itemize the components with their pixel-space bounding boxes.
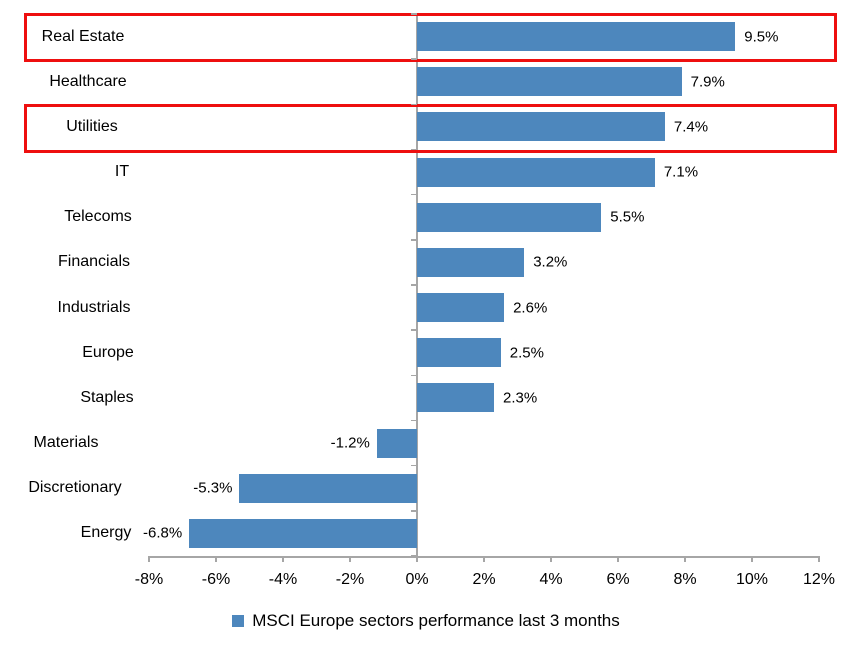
x-axis-tick-label: 6% [606,571,630,588]
bar [189,518,417,548]
legend-marker-icon [232,615,245,627]
value-axis-tick [148,556,150,562]
category-label: Utilities [66,117,118,135]
category-label: Energy [80,524,132,542]
data-label: 3.2% [533,253,568,271]
category-axis-tick [411,419,417,422]
data-label: 7.1% [663,163,699,181]
category-label: Healthcare [49,72,127,90]
value-axis-tick [416,556,418,562]
category-axis-tick [411,510,417,512]
bar [417,112,665,142]
category-axis-tick [411,464,417,467]
bar [417,202,602,232]
category-label: Real Estate [41,27,125,45]
category-label: Industrials [57,298,131,316]
category-label: Europe [82,343,134,361]
x-axis-tick-label: -2% [335,571,365,588]
category-axis-tick [411,555,417,557]
category-axis-tick [411,374,417,377]
category-axis-tick [411,13,417,15]
category-axis-tick [411,329,417,331]
bar [417,383,495,413]
category-axis-tick [411,193,417,196]
value-axis-tick [215,556,217,562]
value-axis-tick [349,556,351,562]
value-axis-tick [751,556,753,562]
x-axis-tick-label: 8% [673,571,697,588]
bar [417,338,501,368]
data-label: -5.3% [193,479,233,497]
category-label: IT [114,163,130,181]
data-label: 2.6% [513,299,548,317]
x-axis-tick-label: 12% [802,571,836,588]
category-label: Telecoms [64,208,132,226]
value-axis-tick [617,556,619,562]
data-label: 7.9% [690,73,725,91]
highlight-box-utilities [24,104,837,153]
bar [417,157,655,187]
bar [417,247,525,277]
data-label: 9.5% [744,28,779,46]
data-label: 5.5% [610,208,645,226]
value-axis-tick [684,556,686,562]
legend-label: MSCI Europe sectors performance last 3 m… [252,611,620,630]
value-axis-tick [818,556,820,562]
x-axis-tick-label: -4% [268,571,298,588]
bar [417,67,682,97]
category-axis-tick [411,239,417,241]
data-label: -1.2% [330,434,370,452]
bar [417,22,736,52]
data-label: 7.4% [673,118,709,136]
category-label: Staples [80,388,134,406]
category-axis-tick [411,103,417,106]
category-label: Materials [33,434,99,452]
x-axis-tick-label: -8% [134,571,164,588]
x-axis-tick-label: 4% [539,571,563,588]
x-axis-tick-label: -6% [201,571,231,588]
value-axis-tick [483,556,485,562]
x-axis-tick-label: 2% [472,571,496,588]
highlight-box-real-estate [24,13,837,62]
category-axis-tick [411,148,417,151]
legend: MSCI Europe sectors performance last 3 m… [0,610,852,632]
bar [417,293,505,323]
value-axis-tick [282,556,284,562]
bar [376,428,417,458]
category-label: Financials [57,253,131,271]
category-axis-tick [411,58,417,60]
data-label: 2.5% [509,344,544,362]
bar [239,473,417,503]
x-axis-tick-label: 10% [735,571,769,588]
value-axis-tick [550,556,552,562]
data-label: -6.8% [143,524,183,542]
category-axis-tick [411,284,417,286]
x-axis-tick-label: 0% [405,571,429,588]
data-label: 2.3% [503,389,538,407]
category-label: Discretionary [28,479,122,497]
